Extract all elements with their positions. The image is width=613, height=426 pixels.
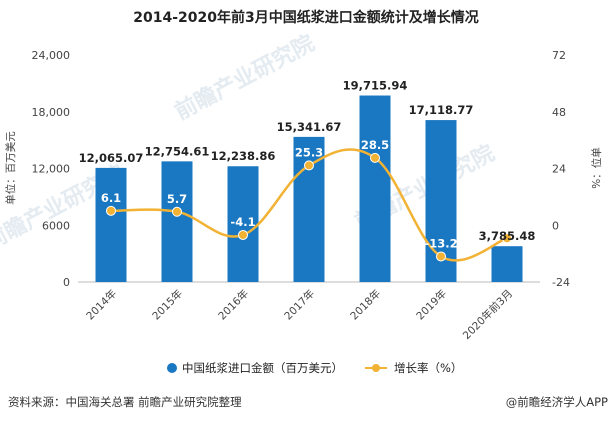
right-tick-label: 0 — [552, 219, 559, 232]
right-tick-label: -24 — [552, 276, 570, 289]
line-value-label: -4.1 — [230, 215, 255, 229]
bar-value-label: 12,238.86 — [211, 149, 276, 163]
bar — [491, 246, 523, 282]
line-point — [238, 229, 248, 240]
bar — [161, 161, 193, 282]
x-tick-label: 2018年 — [348, 287, 384, 323]
legend-item-bar[interactable]: 中国纸浆进口金额（百万美元） — [167, 361, 343, 375]
bar-value-label: 17,118.77 — [409, 103, 474, 117]
line-series — [106, 148, 512, 262]
bar-series — [95, 95, 523, 283]
x-tick-label: 2019年 — [414, 287, 450, 323]
bar-value-label: 3,785.48 — [479, 229, 536, 243]
line-point — [172, 206, 182, 217]
bar — [227, 166, 259, 282]
source-text: 资料来源：中国海关总署 前瞻产业研究院整理 — [8, 395, 242, 409]
right-tick-label: 48 — [552, 106, 566, 119]
bar-value-label: 12,065.07 — [79, 151, 144, 165]
left-tick-label: 12,000 — [32, 163, 71, 176]
chart-title: 2014-2020年前3月中国纸浆进口金额统计及增长情况 — [133, 9, 478, 26]
line-point — [304, 160, 314, 171]
legend: 中国纸浆进口金额（百万美元） 增长率（%） — [167, 361, 462, 375]
legend-item-line[interactable]: 增长率（%） — [365, 361, 462, 375]
line-value-label: 28.5 — [361, 138, 389, 152]
watermark-text-1: 前瞻产业研究院 — [171, 30, 319, 125]
line-point — [370, 152, 380, 163]
x-tick-label: 2015年 — [150, 287, 186, 323]
left-tick-label: 0 — [63, 276, 70, 289]
left-tick-label: 24,000 — [32, 49, 71, 62]
right-tick-label: 72 — [552, 49, 566, 62]
x-tick-label: 2017年 — [282, 287, 318, 323]
legend-bar-label: 中国纸浆进口金额（百万美元） — [182, 361, 343, 375]
line-value-label: 6.1 — [101, 191, 121, 205]
x-tick-label: 2016年 — [216, 287, 252, 323]
left-axis-label: 单位：百万美元 — [4, 131, 17, 205]
right-axis-label: %：位单 — [590, 147, 603, 188]
legend-line-dot — [372, 364, 380, 372]
brand-text: @前瞻经济学人APP — [506, 395, 608, 409]
bar — [95, 167, 127, 282]
legend-bar-marker — [167, 363, 177, 373]
bar-value-label: 12,754.61 — [145, 144, 210, 158]
left-tick-label: 6000 — [42, 219, 70, 232]
x-tick-label: 2014年 — [84, 287, 120, 323]
data-labels: 12,065.07 12,754.61 12,238.86 15,341.67 19,7… — [79, 79, 536, 251]
line-point — [502, 233, 512, 244]
legend-line-label: 增长率（%） — [394, 361, 462, 375]
line-point — [436, 251, 446, 262]
right-tick-label: 24 — [552, 163, 566, 176]
line-value-label: -13.2 — [424, 236, 457, 250]
bar-value-label: 19,715.94 — [343, 79, 408, 93]
x-tick-label: 2020年前3月 — [460, 287, 515, 342]
bar-value-label: 15,341.67 — [277, 120, 342, 134]
line-point — [106, 205, 116, 216]
left-tick-label: 18,000 — [32, 106, 71, 119]
line-value-label: 5.7 — [167, 192, 187, 206]
line-value-label: 25.3 — [295, 145, 323, 159]
bar — [359, 95, 391, 282]
